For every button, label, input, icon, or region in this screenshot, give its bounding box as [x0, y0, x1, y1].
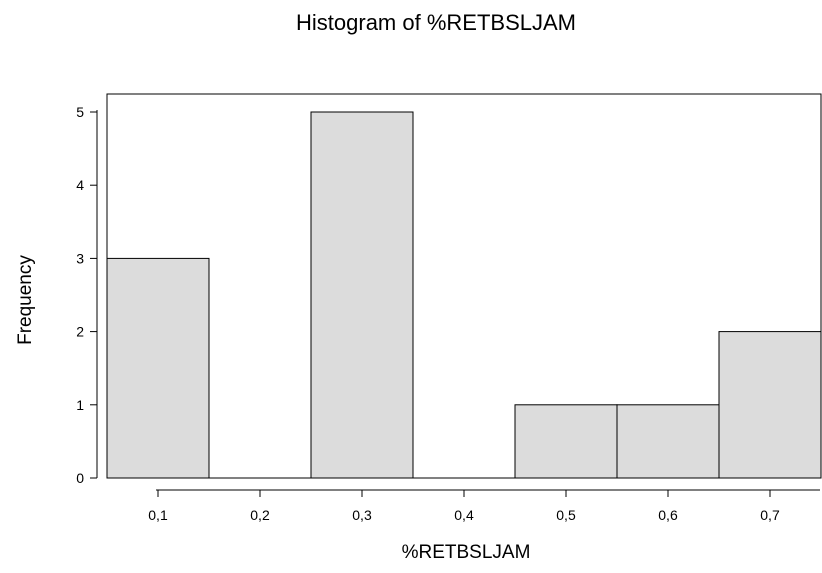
x-tick-label: 0,2 — [250, 507, 270, 523]
x-tick-label: 0,4 — [454, 507, 474, 523]
x-axis-label: %RETBSLJAM — [402, 542, 531, 563]
histogram-bar — [514, 404, 618, 479]
y-axis-label: Frequency — [15, 255, 36, 345]
histogram-bar — [310, 111, 414, 479]
x-axis: 0,1 0,2 0,3 0,4 0,5 0,6 0,7 — [148, 489, 820, 523]
y-tick-label: 1 — [76, 397, 84, 413]
y-tick-label: 5 — [76, 104, 84, 120]
x-tick-label: 0,6 — [658, 507, 678, 523]
bars-layer — [106, 111, 822, 479]
x-tick-label: 0,3 — [352, 507, 372, 523]
y-axis: 0 1 2 3 4 5 — [76, 104, 98, 486]
y-tick-label: 4 — [76, 177, 84, 193]
histogram-bar — [718, 331, 822, 479]
x-tick-label: 0,5 — [556, 507, 576, 523]
y-tick-label: 3 — [76, 250, 84, 266]
x-tick-label: 0,7 — [760, 507, 780, 523]
chart-title: Histogram of %RETBSLJAM — [296, 10, 576, 35]
x-tick-label: 0,1 — [148, 507, 168, 523]
histogram-bar — [616, 404, 720, 479]
y-tick-label: 2 — [76, 324, 84, 340]
y-tick-label: 0 — [76, 470, 84, 486]
histogram-bar — [106, 257, 210, 479]
plot-frame — [106, 93, 822, 479]
